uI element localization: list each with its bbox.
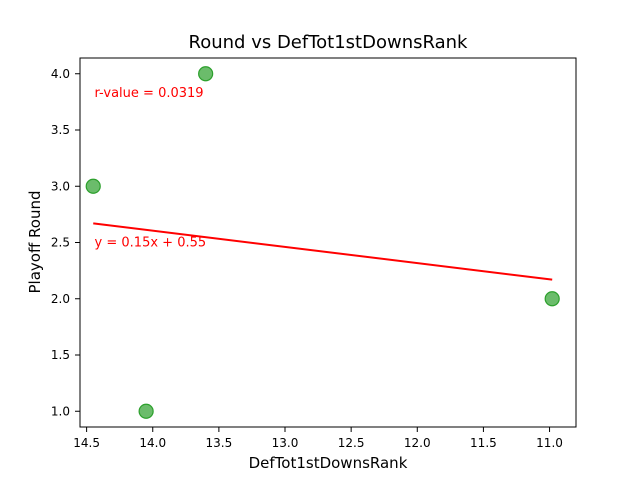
x-tick-label: 11.5	[470, 436, 497, 450]
y-tick-label: 2.5	[51, 236, 70, 250]
x-axis-ticks: 14.5 14.0 13.5 13.0 12.5 12.0 11.5 11.0	[73, 427, 563, 450]
y-tick-label: 3.5	[51, 123, 70, 137]
scatter-point	[138, 403, 154, 419]
x-tick-label: 13.0	[272, 436, 299, 450]
plot-area	[80, 58, 576, 427]
x-axis-label: DefTot1stDownsRank	[249, 454, 408, 472]
plot-frame	[79, 57, 577, 428]
annotation-text: r-value = 0.0319	[95, 86, 204, 101]
y-tick-label: 1.0	[51, 404, 70, 418]
y-axis-label: Playoff Round	[26, 190, 44, 293]
y-tick-label: 1.5	[51, 348, 70, 362]
scatter-point	[544, 291, 560, 307]
x-tick-label: 12.0	[404, 436, 431, 450]
regression-line	[93, 222, 553, 281]
x-tick-label: 14.5	[73, 436, 100, 450]
y-tick-label: 2.0	[51, 292, 70, 306]
annotation-layer: r-value = 0.0319 y = 0.15x + 0.55	[95, 86, 207, 251]
x-tick-label: 11.0	[536, 436, 563, 450]
y-tick-label: 4.0	[51, 67, 70, 81]
x-tick-label: 14.0	[139, 436, 166, 450]
scatter-point	[85, 178, 101, 194]
x-tick-label: 13.5	[206, 436, 233, 450]
chart-title: Round vs DefTot1stDownsRank	[189, 32, 469, 53]
annotation-text: y = 0.15x + 0.55	[95, 235, 207, 250]
y-axis-ticks: 1.0 1.5 2.0 2.5 3.0 3.5 4.0	[51, 67, 80, 418]
y-tick-label: 3.0	[51, 179, 70, 193]
scatter-point	[198, 66, 214, 82]
data-layer	[85, 66, 560, 419]
x-tick-label: 12.5	[338, 436, 365, 450]
